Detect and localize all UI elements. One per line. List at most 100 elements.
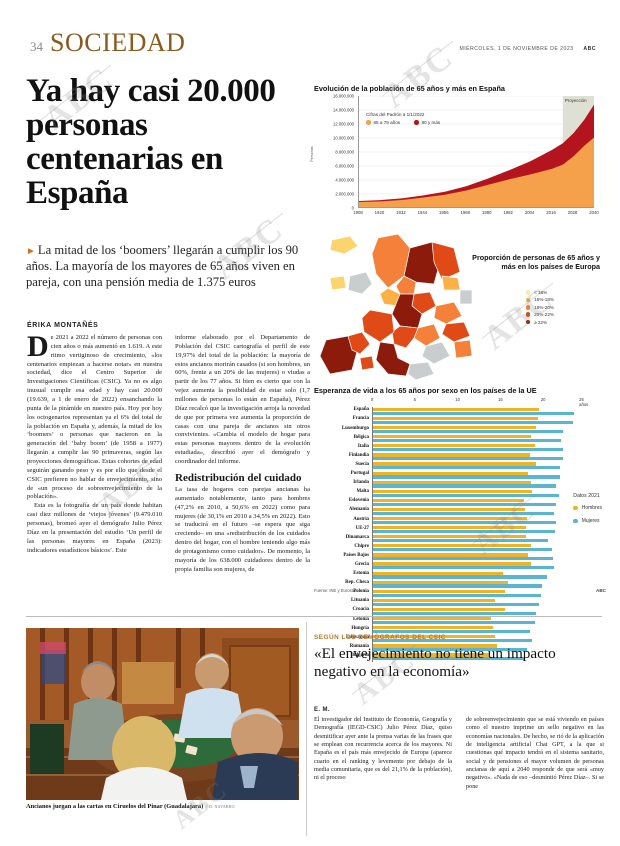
bar-hombres [373, 426, 536, 430]
body-column-2: de sobreenvejecimiento que se está vivie… [466, 716, 604, 790]
bar-track [372, 425, 586, 435]
bar-track [372, 607, 586, 617]
bar-track [372, 652, 586, 662]
bar-mujeres [373, 629, 530, 634]
bar-hombres [373, 571, 504, 575]
bar-mujeres [373, 602, 540, 606]
bar-mujeres [373, 520, 557, 524]
bar-category-label: Bulgaria [350, 652, 369, 658]
legend-swatch-icon [525, 319, 531, 325]
page-number: 34 [30, 39, 43, 54]
bar-row: Grecia [314, 561, 606, 571]
bar-row: Francia [314, 416, 606, 426]
bar-category-label: Estonia [353, 571, 369, 577]
bar-hombres [373, 589, 505, 593]
bar-hombres [373, 453, 530, 457]
map-legend: < 16% 16%-18% 18%-20% 20%-22% ≥ 22% [525, 290, 554, 327]
y-axis-tick: 4.000.000 [335, 177, 354, 183]
chart-source: Fuente: INE y Eurostat [314, 588, 357, 593]
bar-hombres [373, 553, 528, 557]
bar-row: Irlanda [314, 479, 606, 489]
bar-track [372, 625, 586, 635]
bar-hombres [373, 580, 509, 584]
bar-mujeres [373, 493, 559, 497]
bar-category-label: Austria [353, 516, 369, 522]
europe-ageing-map: Proporción de personas de 65 años y más … [314, 232, 602, 384]
bar-hombres [373, 407, 540, 412]
bar-track [372, 588, 586, 598]
bar-category-label: Irlanda [353, 480, 369, 486]
bar-category-label: Polonia [353, 589, 369, 595]
legend-swatch-icon [414, 120, 419, 125]
bar-mujeres [373, 620, 535, 625]
lead-headline: Ya hay casi 20.000 personas centenarias … [26, 73, 276, 211]
bar-mujeres [373, 611, 537, 615]
bar-hombres [373, 507, 526, 512]
photo-caption: Ancianos juegan a las cartas en Ciruelos… [26, 803, 311, 810]
bar-category-label: Alemania [348, 507, 369, 513]
bar-mujeres [373, 411, 575, 415]
legend-caption: Cifras del Padrón a 1/1/2022 [366, 112, 425, 117]
bar-row: Finlandia [314, 452, 606, 462]
bar-hombres [373, 653, 491, 657]
bar-mujeres [373, 557, 553, 561]
legend-label: 80 y más [421, 120, 441, 125]
y-axis-tick: 12.000.000 [333, 121, 354, 127]
bar-category-label: Suecia [355, 461, 369, 467]
lead-subhead-text: La mitad de los ‘boomers’ llegarán a cum… [26, 243, 299, 289]
bar-track [372, 488, 586, 498]
bar-category-label: Grecia [354, 561, 369, 567]
bar-track [372, 534, 586, 544]
bar-hombres [373, 462, 536, 466]
y-axis-tick: 0 [351, 205, 354, 211]
bar-category-label: Portugal [350, 471, 369, 477]
second-article-kicker: SEGÚN LOS DEMÓGRAFOS DEL CSIC [314, 634, 446, 641]
bar-row: Dinamarca [314, 534, 606, 544]
section-title: SOCIEDAD [50, 28, 186, 57]
bar-hombres [373, 635, 496, 639]
bar-mujeres [373, 566, 554, 570]
bar-hombres [373, 598, 496, 603]
bar-mujeres [373, 575, 547, 579]
bar-track [372, 461, 586, 471]
bar-row: Austria [314, 516, 606, 526]
x-axis-tick: 1944 [417, 210, 428, 215]
x-axis-tick: 20 [540, 397, 546, 402]
bar-track [372, 525, 586, 535]
legend-label: Mujeres [581, 518, 600, 524]
bar-category-label: UE-27 [355, 525, 369, 531]
paragraph: Esta es la fotografía de un país donde h… [27, 502, 162, 554]
bars-legend: Datos 2021 Hombres Mujeres [573, 493, 602, 531]
bar-hombres [373, 644, 498, 648]
bar-track [372, 643, 586, 653]
bar-mujeres [373, 639, 533, 643]
bar-mujeres [373, 657, 525, 661]
caption-text: Ancianos juegan a las cartas en Ciruelos… [26, 803, 204, 810]
bar-row: Bulgaria [314, 652, 606, 662]
bar-row: Luxemburgo [314, 425, 606, 435]
bar-mujeres [373, 420, 574, 424]
x-axis-tick: 1932 [396, 210, 406, 215]
bar-row: Bélgica [314, 434, 606, 444]
paragraph-text: e 2021 a 2022 el número de personas con … [27, 334, 162, 501]
bar-category-label: Eslovenia [348, 498, 369, 504]
bar-mujeres [373, 484, 557, 488]
bar-row: Malta [314, 488, 606, 498]
bar-category-label: Rumanía [349, 643, 369, 649]
bar-hombres [373, 444, 535, 448]
bar-mujeres [373, 502, 557, 506]
legend-item-65-79: 65 a 79 años [366, 120, 400, 125]
paragraph: La tasa de hogares con parejas ancianas … [175, 485, 310, 573]
x-axis-tick: 0 [370, 397, 374, 402]
chart-title: Esperanza de vida a los 65 años por sexo… [314, 386, 537, 395]
legend-label: 18%-20% [534, 304, 554, 310]
bar-row: Letonia [314, 616, 606, 626]
bar-rows: España Francia Luxemburgo Bélgica Italia Finl… [314, 407, 606, 662]
bar-track [372, 561, 586, 571]
bar-track [372, 570, 586, 580]
y-axis-tick: 10.000.000 [333, 135, 354, 141]
bar-hombres [373, 517, 528, 521]
bar-row: Eslovenia [314, 497, 606, 508]
